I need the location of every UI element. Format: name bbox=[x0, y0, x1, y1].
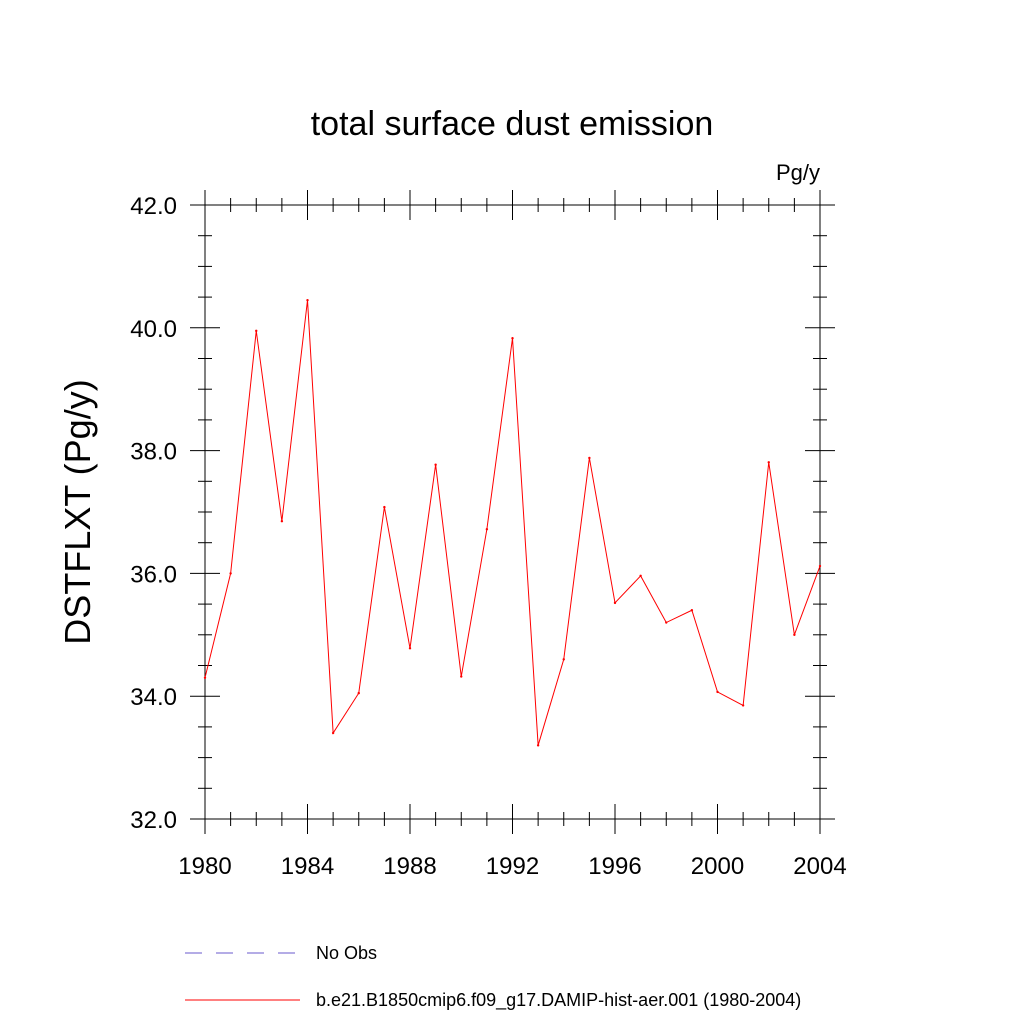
data-point bbox=[511, 337, 514, 340]
y-tick-label: 34.0 bbox=[130, 684, 177, 711]
data-point bbox=[306, 298, 309, 302]
y-axis-label: DSTFLXT (Pg/y) bbox=[57, 379, 98, 644]
data-point bbox=[767, 461, 770, 464]
data-point bbox=[434, 463, 437, 466]
legend-label: b.e21.B1850cmip6.f09_g17.DAMIP-hist-aer.… bbox=[316, 990, 801, 1011]
y-tick-label: 38.0 bbox=[130, 439, 177, 466]
data-point bbox=[588, 456, 591, 460]
data-point bbox=[460, 675, 463, 678]
units-label: Pg/y bbox=[776, 160, 820, 185]
data-point bbox=[485, 527, 489, 531]
x-tick-label: 2000 bbox=[691, 853, 744, 880]
data-point bbox=[562, 658, 565, 661]
data-point bbox=[793, 633, 796, 636]
data-point bbox=[280, 520, 284, 523]
data-point bbox=[741, 704, 745, 707]
data-point bbox=[818, 564, 822, 568]
x-tick-label: 1996 bbox=[588, 853, 641, 880]
x-tick-label: 1992 bbox=[486, 853, 539, 880]
data-point bbox=[331, 731, 335, 735]
data-point bbox=[639, 574, 642, 578]
data-point bbox=[716, 690, 719, 694]
legend-label: No Obs bbox=[316, 943, 377, 963]
data-point bbox=[536, 744, 540, 747]
y-tick-label: 42.0 bbox=[130, 193, 177, 220]
plot-frame bbox=[204, 204, 821, 820]
data-point bbox=[203, 676, 207, 679]
data-point bbox=[255, 329, 258, 333]
data-point bbox=[357, 691, 360, 695]
data-point bbox=[613, 601, 617, 605]
legend: No Obs b.e21.B1850cmip6.f09_g17.DAMIP-his… bbox=[185, 943, 801, 1011]
y-tick-label: 40.0 bbox=[130, 316, 177, 343]
data-point bbox=[665, 621, 668, 624]
data-point bbox=[408, 647, 412, 650]
data-point bbox=[690, 609, 694, 612]
series-line bbox=[204, 300, 821, 746]
y-tick-label: 36.0 bbox=[130, 561, 177, 588]
x-tick-label: 1980 bbox=[178, 853, 231, 880]
axes: 1980 1984 1988 1992 1996 2000 2004 32.0 34.0 36.0… bbox=[130, 190, 847, 880]
series-group bbox=[203, 298, 822, 747]
x-tick-label: 1988 bbox=[383, 853, 436, 880]
data-point bbox=[229, 572, 232, 575]
x-tick-label: 1984 bbox=[281, 853, 334, 880]
data-point bbox=[383, 505, 386, 509]
y-tick-label: 32.0 bbox=[130, 807, 177, 834]
x-tick-label: 2004 bbox=[793, 853, 846, 880]
chart-title: total surface dust emission bbox=[311, 105, 714, 143]
